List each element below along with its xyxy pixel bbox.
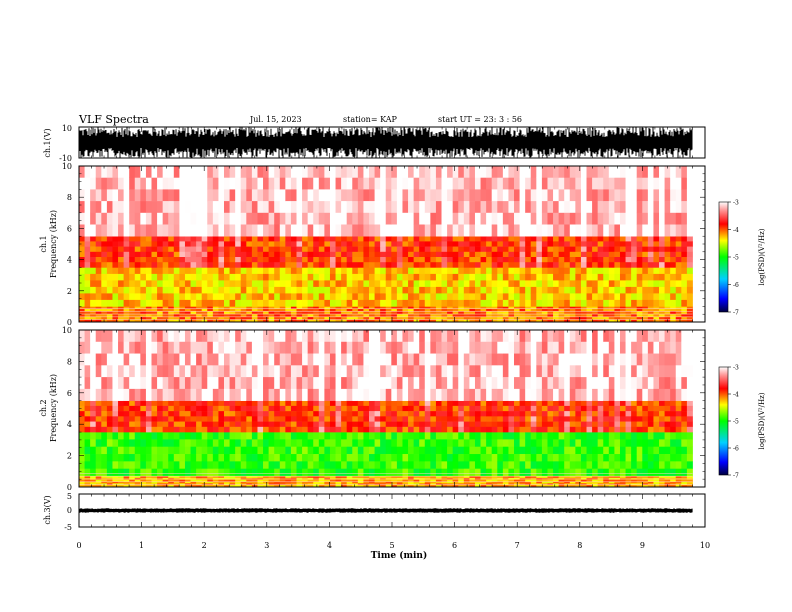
time-axis-label: Time (min) — [371, 550, 428, 561]
ch1-waveform-frame — [78, 126, 706, 159]
colorbar-tick-label: -5 — [733, 419, 739, 426]
panel-ch1-waveform: 10 -10 ch.1(V) — [43, 124, 706, 163]
colorbar-tick-label: -5 — [733, 255, 739, 262]
frequency-tick-label: 2 — [67, 287, 72, 296]
frequency-tick-label: 0 — [67, 483, 72, 492]
ch3-waveform-frame — [78, 493, 706, 528]
ch3-waveform-trace — [79, 508, 693, 513]
time-tick-label: 4 — [327, 541, 332, 550]
colorbar-tick-label: -6 — [733, 282, 739, 289]
frequency-tick-label: 8 — [67, 357, 72, 366]
ch1-colorbar-label: log(PSD)(V²/Hz) — [758, 228, 766, 285]
header-date: Jul. 15, 2023 — [249, 115, 302, 124]
time-axis-tick-labels: 0 1 2 3 4 5 6 7 8 9 10 — [76, 541, 710, 550]
ch1-spectrogram-ylabel: Frequency (kHz) — [49, 210, 58, 278]
time-tick-label: 7 — [515, 541, 520, 550]
frequency-tick-label: 10 — [62, 162, 72, 171]
colorbar-tick-label: -3 — [733, 365, 739, 372]
ch2-spectrogram-frame — [78, 329, 706, 488]
ch1-spectrogram-ylabel-channel: ch.1 — [39, 235, 48, 252]
time-tick-label: 1 — [139, 541, 144, 550]
ch1-ytick-top: 10 — [62, 124, 72, 133]
ch1-waveform-line — [79, 127, 693, 158]
ch3-ytick-top: 5 — [67, 492, 72, 501]
header-station: station= KAP — [343, 115, 398, 124]
ch2-frequency-tick-labels: 0 2 4 6 8 10 — [62, 326, 72, 492]
time-tick-label: 5 — [389, 541, 394, 550]
ch1-waveform-trace — [79, 127, 693, 158]
ch3-waveform-ylabel: ch.3(V) — [43, 495, 52, 524]
ch2-colorbar-label: log(PSD)(V²/Hz) — [758, 392, 766, 449]
colorbar-tick-label: -6 — [733, 446, 739, 453]
header-start-time: start UT = 23: 3 : 56 — [438, 115, 522, 124]
ch3-ytick-middle: 0 — [67, 506, 72, 515]
ch3-ytick-bottom: -5 — [64, 523, 72, 532]
frequency-tick-label: 8 — [67, 193, 72, 202]
figure-title: VLF Spectra — [78, 113, 149, 126]
ch1-frequency-tick-labels: 0 2 4 6 8 10 — [62, 162, 72, 327]
ch2-spectrogram-image — [79, 330, 693, 488]
ch2-colorbar-ticks: -3 -4 -5 -6 -7 — [728, 365, 739, 480]
ch1-waveform-ylabel: ch.1(V) — [43, 128, 52, 157]
ch2-spectrogram-ylabel: Frequency (kHz) — [49, 374, 58, 442]
time-tick-label: 0 — [76, 541, 81, 550]
ch1-spectrogram-image — [79, 166, 693, 323]
time-tick-label: 8 — [577, 541, 582, 550]
colorbar-tick-label: -7 — [733, 473, 739, 480]
frequency-tick-label: 4 — [67, 420, 72, 429]
time-tick-label: 2 — [202, 541, 207, 550]
ch3-waveform-line — [79, 508, 693, 513]
ch1-ytick-bottom: -10 — [59, 154, 72, 163]
time-tick-label: 6 — [452, 541, 457, 550]
colorbar-tick-label: -4 — [733, 392, 739, 399]
time-tick-label: 3 — [264, 541, 269, 550]
time-tick-label: 9 — [640, 541, 645, 550]
frequency-tick-label: 4 — [67, 256, 72, 265]
frequency-tick-label: 0 — [67, 318, 72, 327]
colorbar-tick-label: -3 — [733, 200, 739, 207]
ch2-spectrogram-ylabel-channel: ch.2 — [39, 399, 48, 416]
ch1-colorbar — [718, 201, 729, 313]
frequency-tick-label: 2 — [67, 452, 72, 461]
colorbar-tick-label: -7 — [733, 310, 739, 317]
ch1-spectrogram-frame — [78, 165, 706, 323]
ch2-colorbar — [718, 366, 729, 476]
frequency-tick-label: 10 — [62, 326, 72, 335]
frequency-tick-label: 6 — [67, 389, 72, 398]
frequency-tick-label: 6 — [67, 224, 72, 233]
time-tick-label: 10 — [700, 541, 710, 550]
ch1-colorbar-ticks: -3 -4 -5 -6 -7 — [728, 200, 739, 317]
colorbar-tick-label: -4 — [733, 227, 739, 234]
panel-ch3-waveform: 5 0 -5 ch.3(V) 0 1 2 3 4 5 6 7 8 9 10 Time (min) — [43, 492, 710, 561]
